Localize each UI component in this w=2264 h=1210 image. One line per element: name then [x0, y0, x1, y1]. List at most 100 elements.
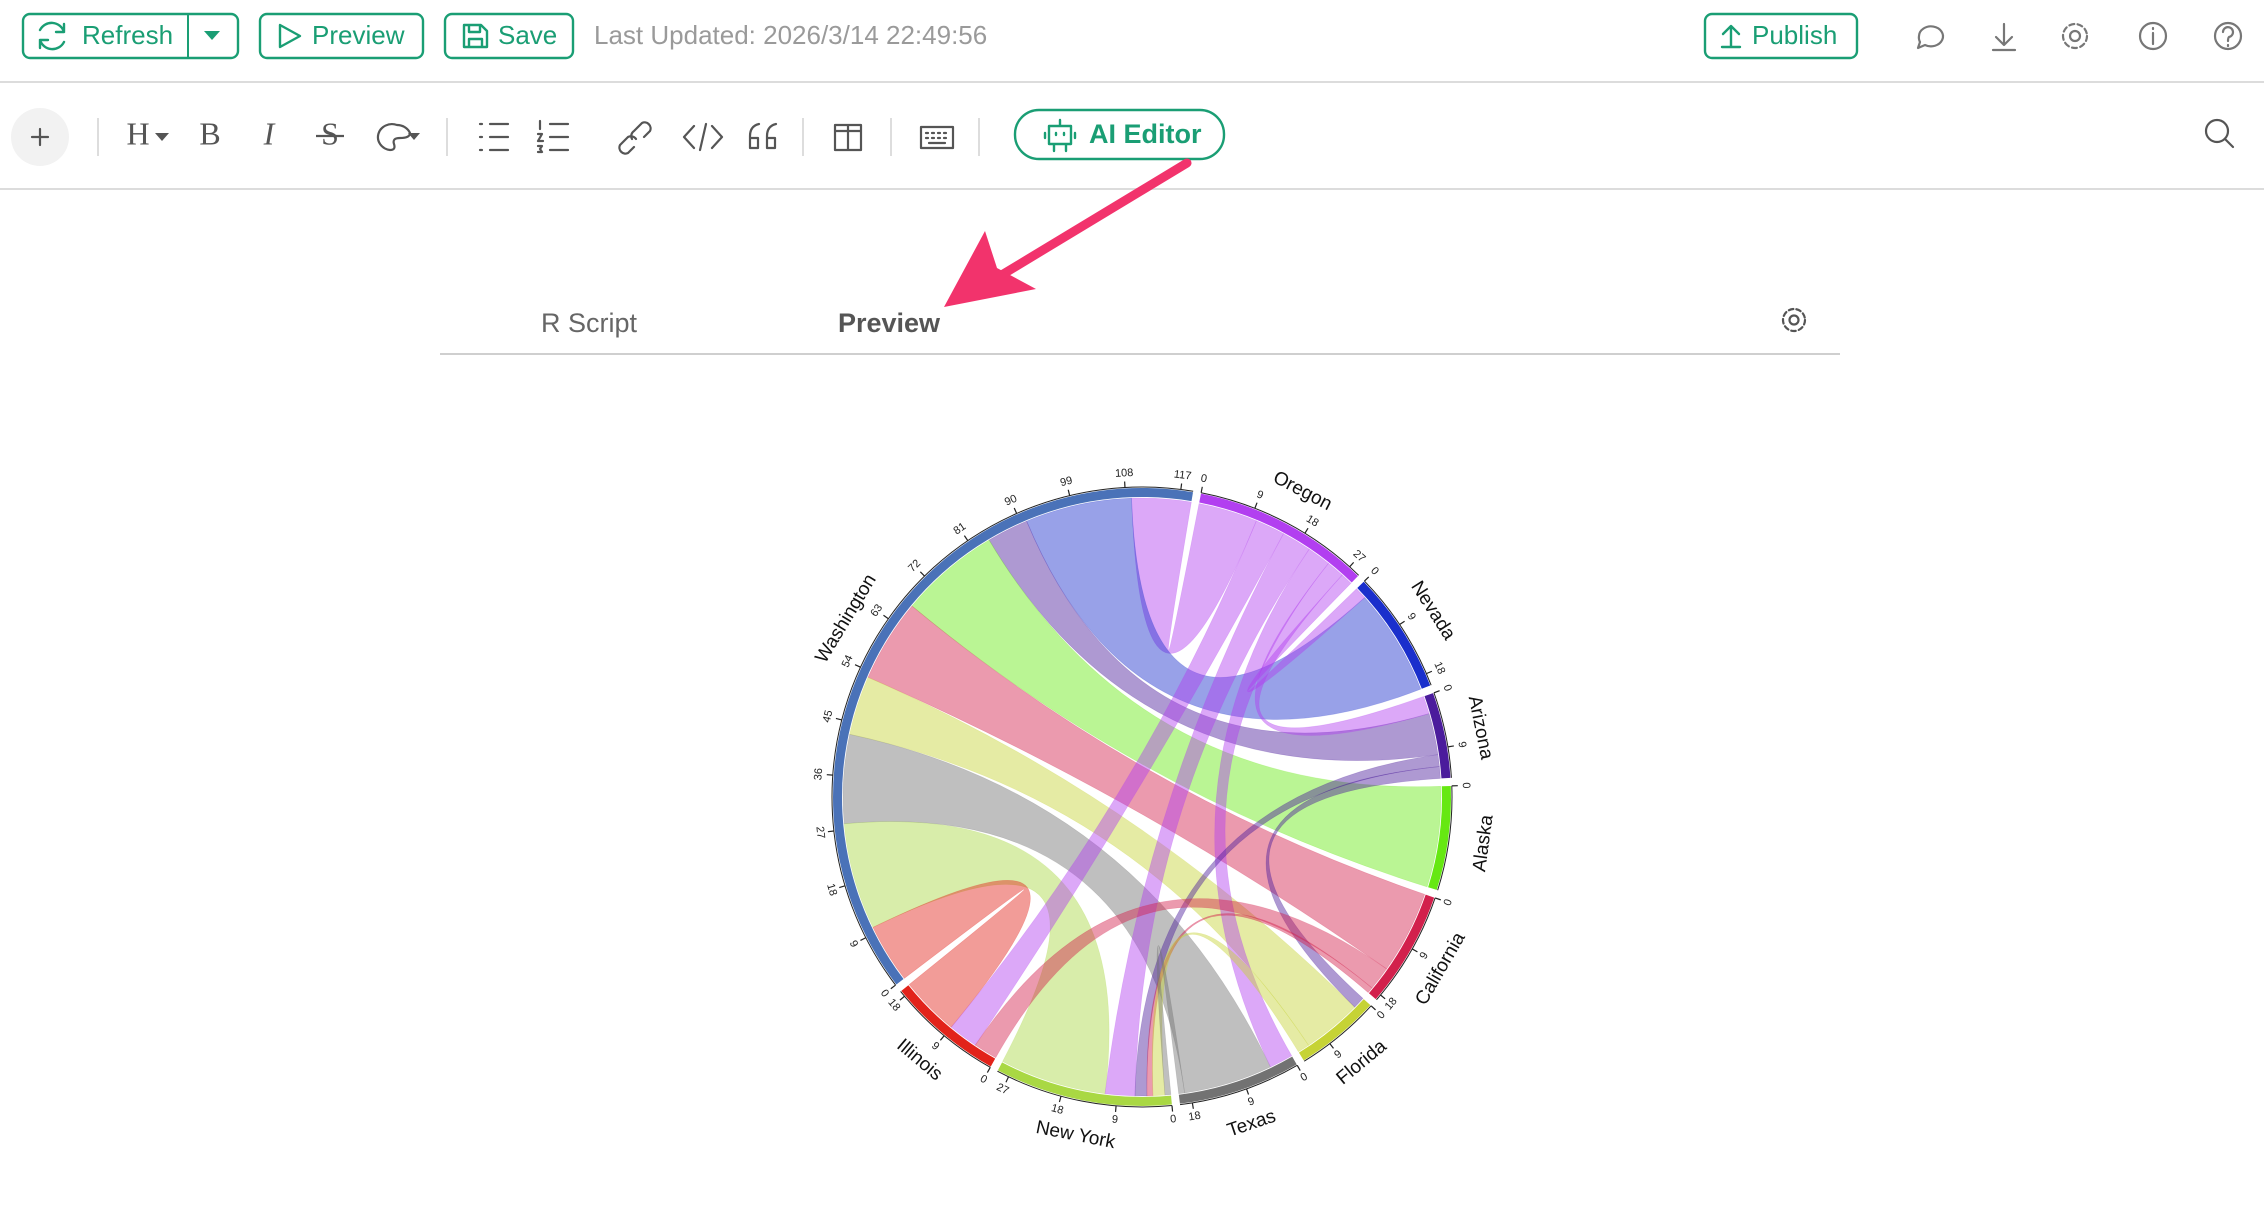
toolbar-separators — [97, 118, 980, 156]
tick-label: 0 — [1299, 1071, 1310, 1084]
annotation-arrow — [995, 158, 1192, 281]
tick-label: 9 — [1111, 1114, 1118, 1126]
strike-button[interactable]: S — [321, 115, 339, 151]
heading-button[interactable]: H — [126, 115, 149, 151]
sector-arc — [1178, 1056, 1297, 1104]
tab-r-script[interactable]: R Script — [541, 308, 638, 338]
sector-axis — [1303, 1005, 1372, 1062]
preview-label[interactable]: Preview — [312, 20, 405, 50]
tick-label: 36 — [812, 768, 825, 781]
dropdown-caret[interactable] — [204, 31, 220, 40]
chord — [1146, 913, 1373, 1097]
heading-caret[interactable] — [155, 133, 169, 141]
save-button[interactable]: Save — [443, 12, 575, 60]
sector-arc — [1428, 785, 1451, 890]
preview-frame[interactable] — [258, 12, 425, 60]
publish-label[interactable]: Publish — [1752, 20, 1837, 50]
publish-button[interactable]: Publish — [1703, 12, 1859, 60]
tick-mark — [1329, 1043, 1334, 1049]
tick-mark — [1067, 489, 1071, 496]
chord — [1265, 766, 1441, 1008]
tick-mark — [1180, 483, 1183, 490]
comment-icon[interactable] — [1916, 25, 1945, 50]
tick-label: 27 — [813, 826, 826, 839]
tick-label: 0 — [1200, 472, 1208, 485]
chord — [974, 898, 1388, 1059]
help-icon[interactable] — [2213, 21, 2243, 51]
gear-teeth — [2061, 22, 2089, 50]
gear-teeth — [1781, 307, 1807, 333]
chord — [1104, 533, 1310, 1097]
info-icon[interactable] — [2138, 21, 2168, 51]
download-icon[interactable] — [1991, 22, 2017, 52]
settings-icon[interactable] — [2061, 22, 2089, 50]
bullet-list-icon[interactable] — [478, 122, 510, 152]
tick-mark — [854, 664, 861, 668]
tick-label: 18 — [1188, 1110, 1202, 1124]
keyboard-icon[interactable] — [919, 125, 955, 150]
tick-mark — [1447, 745, 1454, 748]
sector-arc — [1424, 693, 1451, 779]
link-icon[interactable] — [618, 121, 652, 155]
tick-mark — [986, 1067, 991, 1073]
tick-label: 9 — [1405, 611, 1418, 623]
ai-editor-label[interactable]: AI Editor — [1089, 119, 1202, 149]
tick-label: 0 — [878, 987, 891, 999]
tick-label: 9 — [929, 1040, 941, 1053]
refresh-button[interactable]: Refresh — [21, 12, 240, 60]
sector-arc — [901, 985, 996, 1067]
quote-icon[interactable] — [748, 122, 778, 150]
sector-label: Florida — [1333, 1036, 1391, 1089]
ai-editor-frame[interactable] — [1013, 108, 1226, 161]
sector-axis — [997, 1070, 1173, 1108]
preview-button[interactable]: Preview — [258, 12, 425, 60]
tick-label: 0 — [1441, 683, 1454, 693]
sector-axis — [1201, 492, 1360, 576]
tick-label: 63 — [868, 602, 885, 619]
chords — [842, 497, 1442, 1097]
tick-mark — [963, 535, 969, 541]
columns-icon[interactable] — [833, 123, 863, 152]
number-list-icon[interactable] — [536, 119, 570, 154]
chord — [1214, 548, 1329, 1068]
tab-settings-icon[interactable] — [1781, 307, 1807, 333]
tick-label: 9 — [1246, 1095, 1256, 1108]
search-icon[interactable] — [2204, 118, 2235, 149]
save-label[interactable]: Save — [498, 20, 557, 50]
tick-mark — [835, 717, 842, 721]
tab-preview[interactable]: Preview — [838, 308, 941, 338]
sector-axis — [1376, 897, 1436, 1001]
sector-label: Alaska — [1469, 813, 1498, 873]
sector-label: New York — [1034, 1117, 1117, 1153]
sector-label: Arizona — [1464, 694, 1498, 762]
add-button[interactable] — [11, 108, 69, 166]
tick-label: 18 — [1050, 1102, 1065, 1117]
chord — [1156, 945, 1185, 1096]
chord — [911, 539, 1442, 888]
refresh-frame[interactable] — [21, 12, 240, 60]
sector-arc — [1368, 894, 1435, 1000]
tick-mark — [1296, 1065, 1301, 1071]
sector-arc — [1298, 999, 1371, 1061]
save-icon — [462, 23, 489, 49]
code-icon[interactable] — [682, 122, 724, 152]
ai-editor-button[interactable]: AI Editor — [1013, 108, 1226, 161]
chord — [1134, 754, 1440, 1097]
italic-button[interactable]: I — [263, 115, 276, 151]
chord — [849, 676, 1356, 1046]
palette-icon[interactable] — [376, 123, 412, 152]
chord — [872, 880, 1031, 1028]
tick-label: 0 — [1460, 782, 1472, 789]
chord-diagram: 091827Oregon0918Nevada09Arizona0Alaska09… — [811, 467, 1497, 1153]
bold-button[interactable]: B — [199, 115, 220, 151]
annotation-arrowhead — [944, 231, 1036, 307]
sector-label: Texas — [1225, 1106, 1279, 1142]
tick-mark — [1433, 690, 1440, 694]
tick-label: 54 — [840, 653, 856, 669]
chord — [1131, 497, 1257, 654]
palette-caret[interactable] — [408, 133, 420, 140]
publish-frame[interactable] — [1703, 12, 1859, 60]
sector-axis — [1179, 1064, 1298, 1106]
refresh-label[interactable]: Refresh — [82, 20, 173, 50]
